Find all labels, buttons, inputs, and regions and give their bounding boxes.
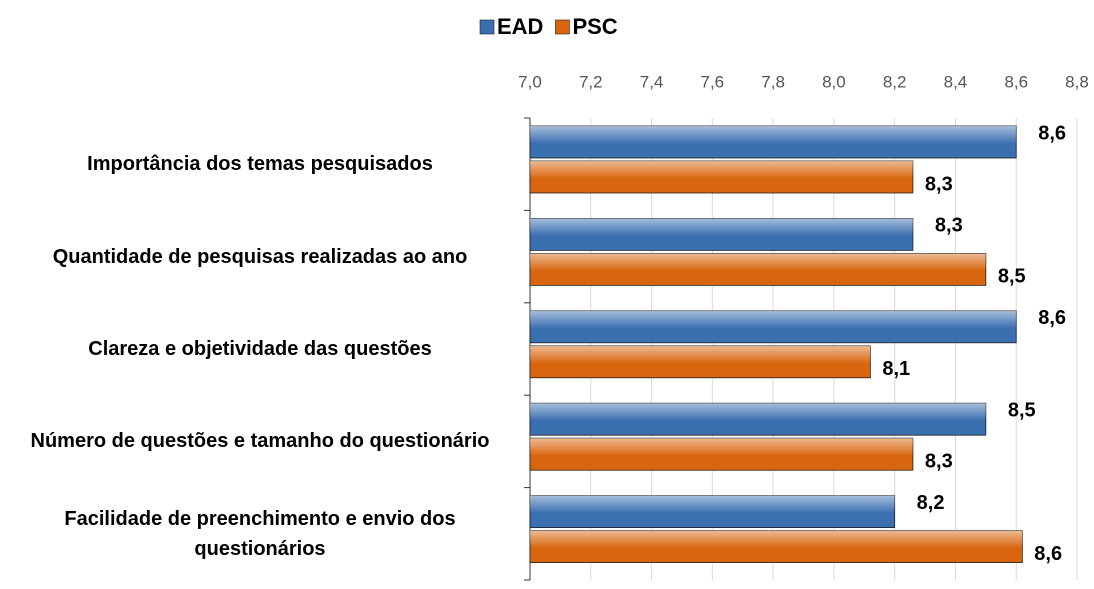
data-label: 8,2	[917, 492, 945, 514]
data-label: 8,6	[1034, 543, 1062, 565]
bar-shine	[530, 495, 895, 528]
x-tick-label: 8,4	[944, 72, 968, 91]
bar-shine	[530, 253, 986, 286]
x-tick-label: 7,4	[640, 72, 664, 91]
x-tick-label: 8,2	[883, 72, 907, 91]
x-tick-label: 7,6	[701, 72, 725, 91]
legend-label: EAD	[497, 14, 543, 39]
y-tick-label: Importância dos temas pesquisados	[87, 153, 433, 176]
y-tick-label: Número de questões e tamanho do question…	[30, 430, 490, 453]
bar-shine	[530, 403, 986, 436]
legend-swatch	[555, 19, 570, 35]
y-tick-label: Clareza e objetividade das questões	[88, 338, 432, 360]
data-label: 8,5	[1008, 399, 1036, 421]
x-tick-label: 7,0	[518, 72, 542, 91]
bar-shine	[530, 161, 913, 193]
x-tick-label: 8,6	[1004, 72, 1028, 91]
x-tick-label: 7,8	[761, 72, 785, 91]
bar-shine	[530, 126, 1017, 158]
bar-shine	[530, 218, 913, 251]
data-label: 8,3	[925, 173, 953, 195]
x-tick-label: 8,0	[822, 72, 846, 91]
data-label: 8,6	[1038, 122, 1066, 144]
data-label: 8,6	[1038, 307, 1066, 329]
data-label: 8,1	[882, 358, 910, 380]
legend-label: PSC	[572, 14, 617, 39]
legend-swatch	[479, 19, 495, 35]
data-label: 8,3	[935, 215, 963, 237]
data-label: 8,3	[925, 450, 953, 472]
y-tick-label: Quantidade de pesquisas realizadas ao an…	[52, 245, 468, 268]
data-label: 8,5	[998, 266, 1026, 288]
bar-shine	[530, 310, 1017, 343]
x-tick-label: 7,2	[579, 72, 603, 91]
y-tick-label: Facilidade de preenchimento e envio dos …	[64, 507, 456, 560]
bar-shine	[530, 438, 913, 471]
bar-shine	[530, 530, 1023, 563]
bar-shine	[530, 345, 871, 378]
x-tick-label: 8,8	[1065, 72, 1089, 91]
